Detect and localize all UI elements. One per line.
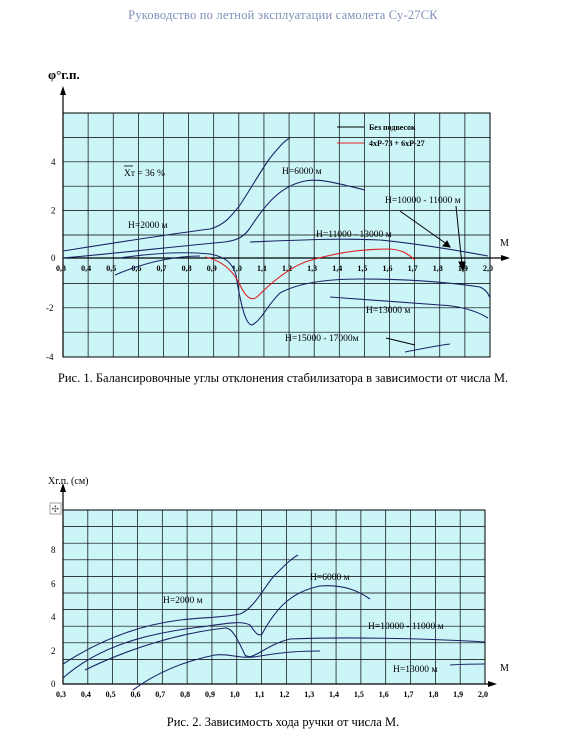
figure-2-annotation-h6000: Н=6000 м xyxy=(310,573,350,583)
figure-2-x-tick: 1,1 xyxy=(255,690,265,699)
figure-1-y-tick: 4 xyxy=(51,157,56,167)
figure-2-x-tick: 0,5 xyxy=(106,690,116,699)
figure-2-annotation-h2000: Н=2000 м xyxy=(163,596,203,606)
figure-2-y-axis-label: Хг.п. (см) xyxy=(48,476,88,487)
figure-1-curve-h11000 xyxy=(119,252,491,326)
figure-2-plot-area xyxy=(62,509,486,685)
figure-2-x-tick: 0,3 xyxy=(56,690,66,699)
figure-1-x-tick: 1,2 xyxy=(282,264,292,273)
figure-1-curve-h15000 xyxy=(404,343,451,353)
figure-1-x-tick: 1,4 xyxy=(332,264,342,273)
figure-2-x-tick: 1,0 xyxy=(230,690,240,699)
figure-2-x-tick: 1,7 xyxy=(404,690,414,699)
figure-2-x-tick: 0,4 xyxy=(81,690,91,699)
figure-1-caption: Рис. 1. Балансировочные углы отклонения … xyxy=(57,371,509,385)
figure-1-x-tick: 1,7 xyxy=(408,264,418,273)
figure-1-curve-h13000 xyxy=(329,296,489,319)
figure-2-x-tick: 1,5 xyxy=(354,690,364,699)
figure-1-x-tick: 1,6 xyxy=(383,264,393,273)
figure-2-x-tick: 1,8 xyxy=(428,690,438,699)
figure-1-curve-h10000-upper xyxy=(249,238,489,257)
figure-2-curve-h10000 xyxy=(84,627,486,671)
figure-2-curve-h6000 xyxy=(62,585,371,679)
figure-1-curve-with-stores xyxy=(204,248,416,300)
figure-2-grid xyxy=(63,510,485,684)
figure-2-curve-h13000 xyxy=(449,663,486,666)
figure-1-y-tick: 0 xyxy=(51,253,56,263)
figure-2-curve-low xyxy=(132,650,321,691)
figure-1-annotation-h6000: Н=6000 м xyxy=(282,167,322,177)
figure-1-grid xyxy=(63,113,490,357)
figure-1-x-tick: 0,3 xyxy=(56,264,66,273)
figure-2-x-axis-label: М xyxy=(500,663,509,674)
figure-1-annotation-h13000: Н=13000 м xyxy=(366,306,410,316)
figure-1-x-tick: 0,5 xyxy=(106,264,116,273)
figure-1-curve-h6000 xyxy=(62,179,366,259)
figure-1-x-tick: 1,3 xyxy=(307,264,317,273)
figure-1-annotation-h11000: Н=11000 - 13000 м xyxy=(316,230,392,240)
figure-1-x-tick: 0,9 xyxy=(207,264,217,273)
figure-1-x-tick: 1,8 xyxy=(433,264,443,273)
figure-2-y-tick: 6 xyxy=(51,579,56,589)
figure-1-y-tick: -4 xyxy=(46,352,54,362)
figure-1-y-ticks: 4 2 0 -2 -4 xyxy=(46,157,56,362)
figure-2-x-tick: 2,0 xyxy=(478,690,488,699)
figure-2-x-tick: 0,6 xyxy=(130,690,140,699)
figure-2-annotation-h13000: Н=13000 м xyxy=(393,665,437,675)
figure-1-x-tick: 1,5 xyxy=(357,264,367,273)
figure-1-y-axis-label: φ°г.п. xyxy=(48,67,80,82)
figure-2-x-tick: 0,7 xyxy=(155,690,165,699)
figure-1-curve-h2000 xyxy=(62,137,291,252)
move-handle-icon[interactable] xyxy=(49,502,62,515)
figure-2-x-tick: 0,9 xyxy=(205,690,215,699)
figure-2-x-tick: 1,6 xyxy=(379,690,389,699)
figure-1-curve-low xyxy=(114,255,201,276)
figure-2-x-ticks: 0,3 0,4 0,5 0,6 0,7 0,8 0,9 1,0 1,1 1,2 1,3 1,4 1,5 1… xyxy=(56,690,488,699)
figure-2-chart: 0,3 0,4 0,5 0,6 0,7 0,8 0,9 1,0 1,1 1,2 1,3 1,4 1,5 1… xyxy=(48,476,509,699)
figure-2-curves xyxy=(62,554,486,691)
figure-1-x-axis-label: М xyxy=(500,238,509,249)
figure-2-curve-h2000 xyxy=(62,554,299,665)
figure-1-x-tick: 0,7 xyxy=(156,264,166,273)
figure-1-legend-with-stores: 4хР-73 + 6хР-27 xyxy=(369,139,425,148)
figure-2-caption: Рис. 2. Зависимость хода ручки от числа … xyxy=(166,715,400,729)
svg-text:✣: ✣ xyxy=(52,504,60,514)
document-header: Руководство по летной эксплуатации самол… xyxy=(128,8,438,22)
figure-1-y-tick: -2 xyxy=(46,303,54,313)
figure-1-annotation-h15000: Н=15000 - 17000м xyxy=(285,334,359,344)
figure-1-chart: 0,3 0,4 0,5 0,6 0,7 0,8 0,9 1,0 1,1 1,2 1,3 1,4 1,5 1… xyxy=(46,67,510,362)
figure-1-annotation-h2000: Н=2000 м xyxy=(128,221,168,231)
figure-1-x-tick: 2,0 xyxy=(483,264,493,273)
figure-2-y-tick: 8 xyxy=(51,545,56,555)
figure-1-x-tick: 1,0 xyxy=(232,264,242,273)
figure-1-curves xyxy=(62,137,491,353)
figure-1-x-tick: 0,4 xyxy=(81,264,91,273)
figure-2-x-tick: 1,3 xyxy=(304,690,314,699)
figure-2-x-tick: 0,8 xyxy=(180,690,190,699)
figure-1-annotation-xt: Xт = 36 % xyxy=(124,169,165,179)
figure-2-y-tick: 0 xyxy=(51,679,56,689)
figure-1-annotation-h10000: Н=10000 - 11000 м xyxy=(385,196,461,206)
figure-1-legend-no-stores: Без подвесок xyxy=(369,123,416,132)
figure-2-annotation-h10000: Н=10000 - 11000 м xyxy=(368,622,444,632)
figure-1-x-tick: 1,1 xyxy=(257,264,267,273)
figure-2-x-tick: 1,9 xyxy=(453,690,463,699)
figure-2-y-tick: 4 xyxy=(51,612,56,622)
figure-2-y-ticks: 8 6 4 2 0 xyxy=(51,545,56,689)
figure-2-x-tick: 1,2 xyxy=(279,690,289,699)
figure-2-y-tick: 2 xyxy=(51,646,56,656)
figure-1-x-tick: 0,6 xyxy=(131,264,141,273)
figure-2-x-tick: 1,4 xyxy=(329,690,339,699)
figure-1-y-tick: 2 xyxy=(51,206,56,216)
figure-1-x-tick: 0,8 xyxy=(182,264,192,273)
